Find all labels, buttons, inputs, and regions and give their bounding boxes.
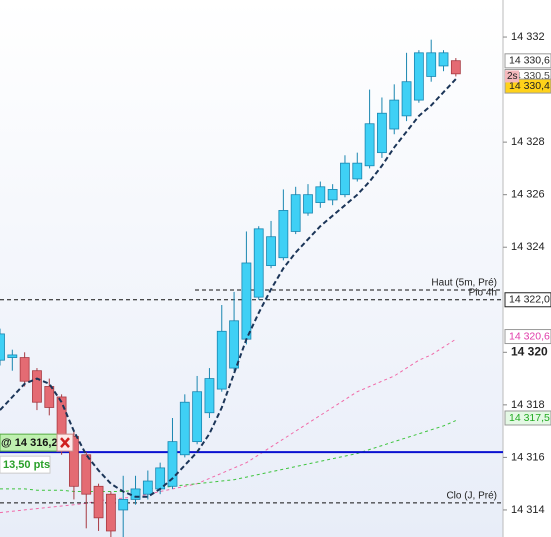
y-tick-label: 14 320 xyxy=(511,344,548,358)
candle-body xyxy=(290,194,301,232)
candle-body xyxy=(105,493,116,532)
level-label: Haut (5m, Pré) xyxy=(431,278,497,289)
candle-body xyxy=(216,330,227,390)
candle-body xyxy=(7,354,18,358)
timer-label: 2s xyxy=(507,71,518,82)
price-box xyxy=(504,78,551,94)
candle-body xyxy=(192,391,203,443)
candle-body xyxy=(438,52,449,67)
candle-body xyxy=(118,499,129,511)
candle-body xyxy=(340,162,350,196)
price-box xyxy=(504,292,551,308)
price-box-label: 14 330,6 xyxy=(509,55,550,67)
order-points-box xyxy=(0,455,51,474)
candle-body xyxy=(327,189,338,201)
candle-body xyxy=(142,480,153,495)
cancel-icon xyxy=(60,437,70,448)
candle-body xyxy=(44,386,55,408)
y-tick-label: 14 328 xyxy=(511,136,545,148)
y-tick-label: 14 326 xyxy=(511,189,545,201)
price-box xyxy=(504,53,551,69)
timer-box xyxy=(505,70,519,83)
level-label: Pio 4h xyxy=(469,287,497,298)
candle-body xyxy=(167,441,178,487)
level-label: Clo (J, Pré) xyxy=(446,490,497,501)
candle-body xyxy=(450,60,461,75)
candle-body xyxy=(413,52,424,101)
order-price: @ 14 316,2 xyxy=(1,437,58,449)
price-box-label: 14 330,4 xyxy=(509,80,550,92)
y-tick-label: 14 318 xyxy=(511,399,545,411)
candle-body xyxy=(426,52,437,77)
candle-body xyxy=(179,401,190,456)
price-box-label: 14 320,6 xyxy=(509,330,550,342)
indicator-line xyxy=(0,420,456,492)
candle-body xyxy=(253,228,264,298)
order-points: 13,50 pts xyxy=(3,459,50,471)
candle-body xyxy=(241,262,252,340)
indicator-line xyxy=(0,78,457,498)
candle-body xyxy=(315,186,326,203)
candle-body xyxy=(229,320,239,369)
candle-body xyxy=(204,378,215,414)
candle-body xyxy=(93,485,104,519)
candle-body xyxy=(352,162,363,180)
candle-body xyxy=(266,236,276,267)
candle-body xyxy=(278,210,289,259)
y-tick-label: 14 316 xyxy=(511,451,545,463)
candle-body xyxy=(0,333,5,361)
indicator-line xyxy=(0,338,457,514)
y-tick-label: 14 332 xyxy=(511,31,545,43)
price-box xyxy=(504,329,551,345)
candle-body xyxy=(389,99,400,130)
candle-body xyxy=(19,357,30,382)
candle-body xyxy=(303,194,313,214)
candle-body xyxy=(130,488,141,500)
candle-body xyxy=(377,112,387,154)
price-box xyxy=(504,410,551,426)
y-tick-label: 14 324 xyxy=(511,241,545,253)
candle-body xyxy=(401,81,412,117)
price-box-label: 14 317,5 xyxy=(509,412,550,424)
candle-body xyxy=(69,435,79,487)
price-box-label: 14 322,0 xyxy=(509,294,550,306)
candle-body xyxy=(81,454,92,495)
candle-body xyxy=(32,370,42,403)
candle-body xyxy=(364,123,375,167)
y-tick-label: 14 314 xyxy=(511,504,545,516)
